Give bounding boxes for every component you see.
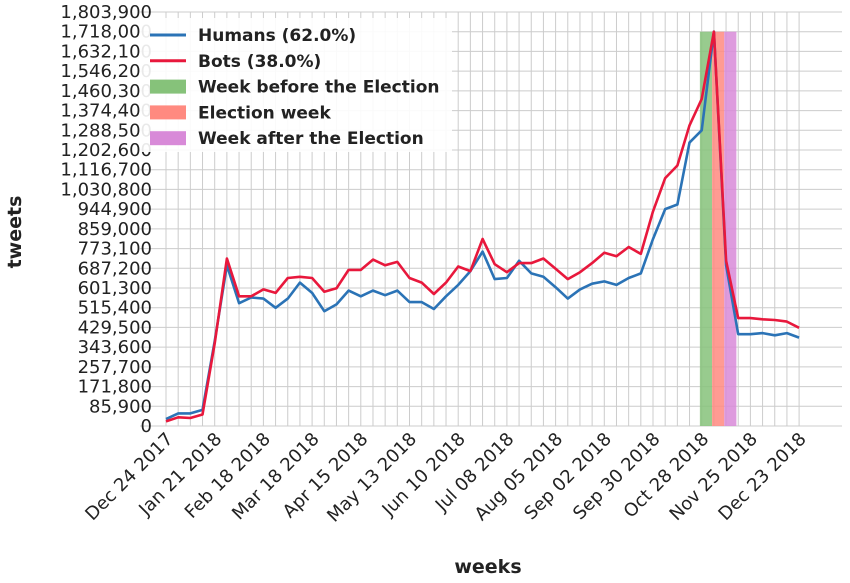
y-tick-label: 1,460,300 [60, 81, 152, 102]
y-tick-label: 257,700 [78, 357, 152, 378]
y-tick-label: 1,632,100 [60, 41, 152, 62]
x-tick-label: Dec 23 2018 [714, 429, 810, 525]
y-tick-label: 1,374,400 [60, 101, 152, 122]
x-axis-label: weeks [454, 556, 521, 578]
y-tick-label: 859,000 [78, 219, 152, 240]
y-tick-label: 1,546,200 [60, 61, 152, 82]
y-tick-label: 171,800 [78, 377, 152, 398]
y-tick-label: 687,200 [78, 258, 152, 279]
series-line-0 [165, 30, 800, 421]
y-tick-label: 1,116,700 [60, 160, 152, 181]
y-tick-label: 429,500 [78, 317, 152, 338]
legend-label: Bots (38.0%) [198, 52, 321, 72]
y-tick-label: 0 [141, 416, 152, 437]
legend-patch-swatch [150, 105, 186, 120]
span-rect [724, 31, 737, 426]
y-tick-label: 773,100 [78, 239, 152, 260]
series-line-1 [165, 30, 800, 423]
election-spans [699, 31, 737, 426]
legend: Humans (62.0%) Bots (38.0%) Week before th… [140, 18, 452, 152]
y-axis-label: tweets [4, 196, 26, 269]
legend-label: Election week [198, 103, 331, 123]
y-tick-label: 944,900 [78, 199, 152, 220]
legend-label: Week before the Election [198, 78, 440, 98]
span-rect [712, 31, 725, 426]
legend-label: Week after the Election [198, 129, 424, 149]
series-lines [165, 30, 800, 423]
y-tick-label: 1,718,000 [60, 22, 152, 43]
y-tick-label: 601,300 [78, 278, 152, 299]
y-tick-label: 1,202,600 [60, 140, 152, 161]
y-tick-label: 85,900 [89, 396, 152, 417]
y-axis-ticks: 085,900171,800257,700343,600429,500515,4… [60, 2, 152, 437]
y-tick-label: 1,030,800 [60, 179, 152, 200]
legend-patch-swatch [150, 79, 186, 94]
legend-patch-swatch [150, 131, 186, 146]
legend-box [140, 18, 452, 152]
y-tick-label: 343,600 [78, 337, 152, 358]
y-tick-label: 515,400 [78, 298, 152, 319]
y-tick-label: 1,803,900 [60, 2, 152, 23]
legend-label: Humans (62.0%) [198, 26, 356, 46]
y-tick-label: 1,288,500 [60, 120, 152, 141]
